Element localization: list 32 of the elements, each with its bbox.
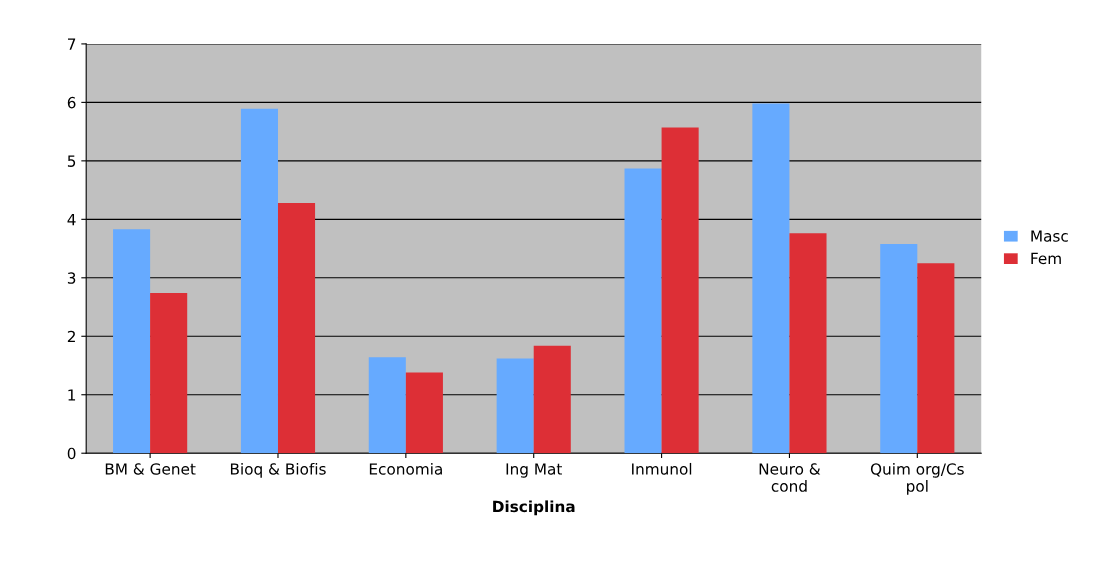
bar bbox=[661, 127, 699, 454]
x-tick-label: Quim org/Cs pol bbox=[870, 462, 964, 495]
x-tick-label: Inmunol bbox=[632, 462, 692, 475]
x-tick-label: Bioq & Biofis bbox=[230, 462, 326, 478]
y-tick-label: 6 bbox=[67, 96, 76, 109]
y-tick-label: 3 bbox=[67, 272, 76, 284]
x-tick-label: Ing Mat bbox=[506, 463, 562, 478]
x-tick-label: BM & Genet bbox=[105, 463, 196, 475]
y-tick-label: 0 bbox=[67, 447, 76, 460]
x-axis-title: Disciplina bbox=[493, 500, 575, 516]
bar bbox=[789, 233, 827, 454]
bar bbox=[368, 357, 406, 454]
bar bbox=[277, 202, 316, 454]
bar bbox=[150, 293, 188, 454]
y-tick-label: 2 bbox=[67, 330, 75, 343]
bar bbox=[113, 229, 151, 454]
bar bbox=[240, 108, 278, 454]
legend-label: Fem bbox=[1031, 252, 1061, 265]
bar bbox=[496, 358, 534, 454]
bar bbox=[533, 345, 571, 454]
y-tick-label: 5 bbox=[67, 155, 76, 167]
bar bbox=[917, 263, 955, 454]
bar bbox=[752, 103, 790, 454]
y-tick-label: 4 bbox=[67, 213, 76, 226]
y-tick-label: 1 bbox=[68, 389, 76, 401]
bar bbox=[624, 168, 662, 454]
x-tick-label: Neuro & cond bbox=[759, 463, 821, 492]
x-tick-label: Economia bbox=[369, 462, 442, 475]
bar bbox=[880, 243, 918, 454]
y-tick-label: 7 bbox=[68, 38, 76, 50]
bar bbox=[405, 372, 443, 454]
legend-label: Masc bbox=[1031, 230, 1068, 242]
